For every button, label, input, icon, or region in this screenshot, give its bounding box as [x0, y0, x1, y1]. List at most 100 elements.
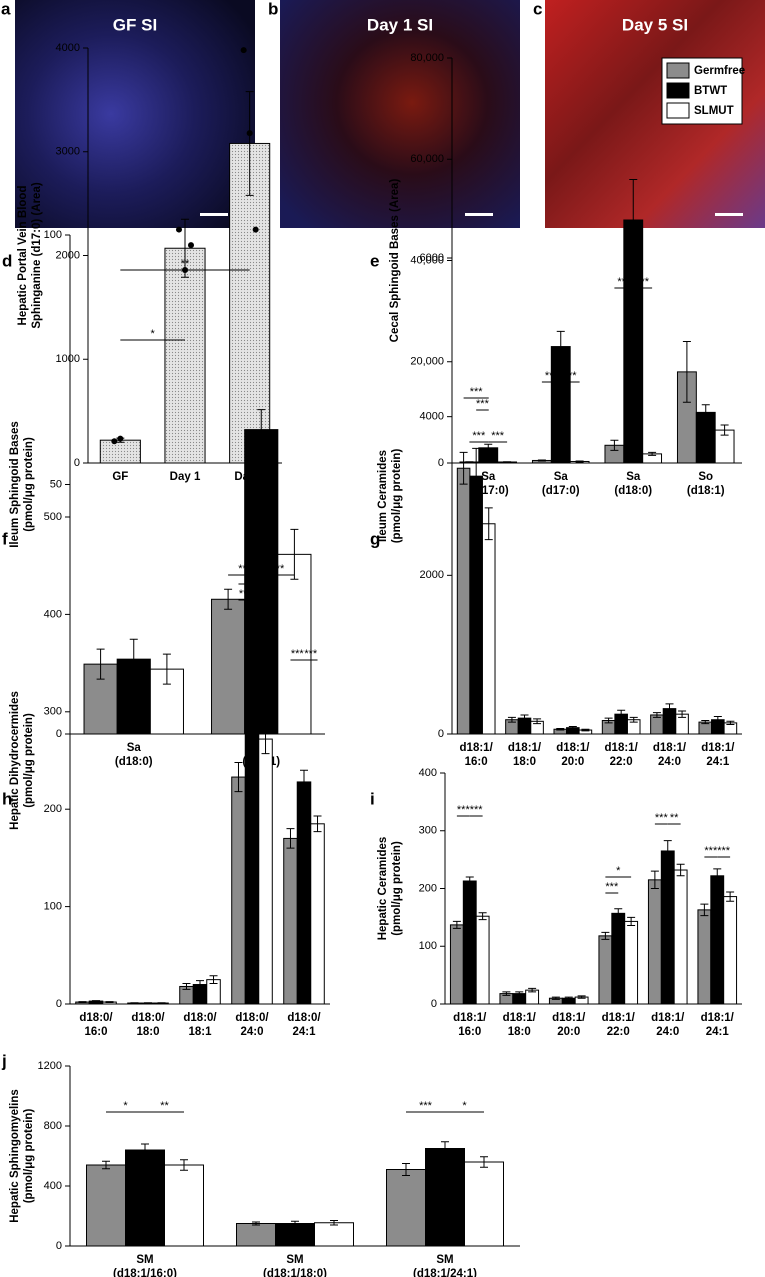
significance-label: *** — [470, 386, 484, 398]
error-bar — [537, 459, 546, 462]
error-bar — [502, 991, 511, 996]
error-bar — [533, 718, 542, 725]
y-axis-label: Hepatic Dihydrocermides — [9, 691, 21, 830]
x-tick-label: 18:0 — [508, 1026, 531, 1038]
x-tick-label: d18:1/ — [503, 1012, 537, 1024]
error-bar — [92, 1000, 100, 1003]
error-bar — [551, 996, 560, 1000]
y-tick-label: 2000 — [420, 569, 444, 581]
significance-label: ** — [160, 1100, 169, 1112]
error-bar — [257, 409, 266, 451]
error-bar — [520, 714, 529, 722]
panel-letter: g — [370, 529, 380, 548]
error-bar — [648, 451, 657, 456]
error-bar — [713, 716, 722, 724]
bar — [236, 1223, 276, 1247]
x-tick-label: 24:1 — [292, 1026, 316, 1038]
bar — [296, 781, 312, 1005]
y-tick-label: 60,000 — [410, 153, 444, 165]
bar — [481, 523, 496, 735]
panel-letter: e — [370, 251, 379, 270]
y-axis-label: (pmol/μg protein) — [391, 449, 403, 544]
significance-label: *** — [545, 370, 559, 382]
error-bar — [556, 727, 565, 731]
error-bar — [452, 920, 461, 929]
error-bar — [665, 703, 674, 714]
error-bar — [617, 709, 626, 719]
scale-bar — [465, 213, 493, 216]
y-axis-label: Ileum Sphingoid Bases — [9, 421, 21, 548]
bar — [231, 776, 246, 1005]
error-bar — [577, 995, 586, 999]
error-bar — [96, 648, 105, 680]
significance-label: *** — [271, 563, 285, 575]
error-bar — [678, 710, 687, 718]
error-bar — [614, 908, 623, 919]
error-bar — [556, 330, 565, 363]
bar — [310, 823, 325, 1005]
bar — [211, 598, 246, 735]
error-bar — [503, 461, 512, 463]
significance-label: * — [462, 1100, 467, 1112]
x-tick-label: d18:1/ — [701, 1012, 735, 1024]
bar — [275, 1223, 315, 1247]
x-tick-label: d18:1/ — [552, 1012, 586, 1024]
x-tick-label: 24:1 — [706, 756, 730, 768]
panel-letter: h — [2, 789, 12, 808]
error-bar — [726, 891, 735, 902]
data-point — [111, 438, 118, 445]
y-axis-label: Cecal Sphingoid Bases (Area) — [389, 179, 401, 343]
error-bar — [196, 980, 204, 989]
error-bar — [78, 1001, 87, 1004]
x-tick-label: 24:1 — [706, 1026, 730, 1038]
x-tick-label: 18:0 — [513, 756, 536, 768]
error-bar — [129, 638, 138, 680]
y-tick-label: 4000 — [56, 42, 80, 54]
error-bar — [484, 507, 493, 541]
y-axis-label: Hepatic Portal Vein Blood — [17, 186, 29, 326]
error-bar — [700, 903, 709, 917]
data-point — [240, 47, 247, 54]
panel-letter: d — [2, 251, 12, 270]
data-point — [117, 435, 124, 442]
data-point — [246, 130, 253, 137]
x-tick-label: Day 1 — [170, 471, 201, 483]
x-tick-label: 16:0 — [84, 1026, 107, 1038]
data-point — [188, 242, 194, 249]
error-bar — [575, 460, 584, 463]
error-bar — [130, 1002, 139, 1004]
error-bar — [627, 916, 636, 926]
y-tick-label: 0 — [438, 728, 444, 740]
bar — [464, 1161, 504, 1247]
significance-label: *** — [291, 648, 305, 660]
y-tick-label: 1200 — [38, 1060, 62, 1072]
error-bar — [209, 975, 218, 985]
micrograph — [15, 0, 255, 228]
error-bar — [713, 868, 722, 884]
significance-label: *** — [717, 845, 731, 857]
x-tick-label: 22:0 — [607, 1026, 630, 1038]
error-bar — [663, 840, 672, 862]
significance-label: * — [616, 865, 621, 877]
error-bar — [650, 870, 659, 889]
x-tick-label: (d17:0) — [542, 485, 580, 497]
significance-label: *** — [419, 1100, 433, 1112]
legend-swatch — [666, 82, 690, 99]
error-bar — [245, 91, 254, 196]
significance-label: *** — [238, 563, 252, 575]
bar — [99, 439, 141, 464]
error-bar — [252, 1221, 260, 1226]
significance-label: *** — [605, 881, 619, 893]
error-bar — [300, 769, 308, 795]
y-tick-label: 400 — [44, 1180, 62, 1192]
y-tick-label: 0 — [56, 728, 62, 740]
error-bar — [144, 1002, 152, 1004]
y-tick-label: 20,000 — [410, 356, 444, 368]
x-tick-label: SM — [436, 1254, 453, 1266]
bar — [244, 696, 260, 1005]
legend-label: BTWT — [694, 85, 727, 97]
y-tick-label: 3000 — [56, 146, 80, 158]
bar — [386, 1169, 426, 1247]
bar — [611, 912, 626, 1005]
